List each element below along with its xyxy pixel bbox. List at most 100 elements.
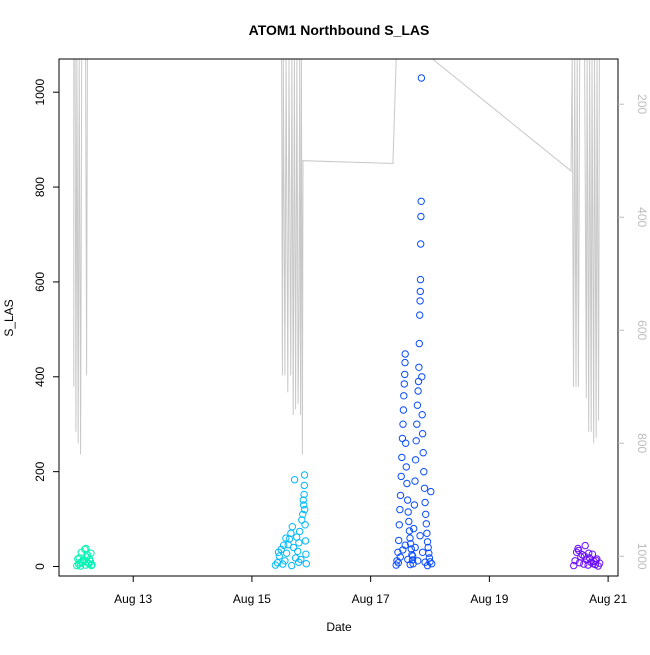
data-point: [408, 556, 417, 564]
data-point: [81, 545, 89, 554]
y-axis-label: S_LAS: [2, 299, 16, 336]
data-point: [400, 392, 408, 400]
data-point: [417, 240, 425, 248]
data-point: [275, 552, 283, 560]
data-point: [592, 556, 600, 564]
data-point: [84, 551, 92, 559]
data-point: [86, 557, 95, 565]
points-layer: [73, 74, 604, 570]
y2-tick-label: 200: [635, 94, 649, 114]
data-point: [405, 527, 414, 535]
data-point: [420, 468, 428, 476]
y-tick-label: 1000: [33, 79, 47, 106]
data-point: [282, 549, 291, 557]
data-point: [417, 212, 425, 221]
data-point: [574, 546, 583, 555]
data-point: [416, 311, 424, 319]
data-point: [280, 541, 288, 549]
x-tick-label: Aug 13: [114, 592, 152, 606]
data-point: [82, 544, 90, 553]
data-point: [416, 532, 424, 540]
data-point: [420, 484, 429, 492]
data-point: [400, 380, 408, 388]
data-point: [423, 538, 432, 546]
y2-tick-label: 1000: [635, 543, 649, 570]
y-tick-label: 0: [33, 563, 47, 570]
data-point: [294, 547, 302, 555]
data-point: [415, 363, 423, 371]
data-point: [409, 552, 417, 560]
data-point: [422, 520, 430, 528]
data-point: [424, 543, 432, 552]
data-point: [401, 358, 409, 367]
data-point: [417, 74, 426, 82]
data-point: [416, 287, 424, 296]
data-point: [416, 297, 424, 305]
data-point: [401, 350, 409, 358]
data-point: [414, 387, 422, 395]
data-point: [301, 537, 310, 545]
data-point: [418, 430, 427, 438]
y2-tick-label: 400: [635, 207, 649, 227]
point-cluster-4: [570, 541, 604, 570]
data-point: [407, 545, 415, 553]
data-point: [404, 508, 412, 516]
data-point: [406, 540, 415, 548]
data-point: [74, 555, 82, 563]
data-point: [426, 558, 434, 566]
data-point: [570, 561, 578, 570]
data-point: [411, 477, 419, 485]
data-point: [301, 521, 309, 529]
data-point: [588, 550, 597, 558]
data-point: [76, 559, 84, 567]
data-point: [296, 527, 304, 536]
data-point: [399, 420, 407, 428]
data-point: [287, 529, 295, 537]
data-point: [418, 373, 426, 381]
point-cluster-1: [73, 544, 96, 570]
data-point: [410, 524, 418, 533]
data-point: [392, 561, 400, 569]
data-point: [289, 543, 298, 552]
y2-tick-label: 800: [635, 433, 649, 453]
data-point: [397, 472, 405, 481]
data-point: [415, 339, 423, 348]
data-point: [396, 491, 405, 500]
data-point: [406, 534, 414, 542]
data-point: [401, 370, 409, 379]
data-point: [423, 561, 432, 570]
y-tick-label: 600: [33, 272, 47, 292]
data-point: [571, 557, 579, 565]
data-point: [87, 561, 96, 570]
data-point: [417, 197, 425, 206]
x-tick-label: Aug 19: [470, 592, 508, 606]
data-point: [288, 523, 296, 531]
data-point: [288, 561, 296, 570]
data-point: [396, 505, 404, 514]
data-point: [428, 560, 436, 568]
data-point: [295, 539, 303, 547]
data-point: [414, 377, 423, 386]
y2-tick-label: 600: [635, 320, 649, 340]
data-point: [412, 437, 420, 445]
data-point: [290, 476, 299, 484]
x-tick-label: Aug 21: [589, 592, 627, 606]
data-point: [422, 510, 430, 518]
point-cluster-3: [392, 74, 436, 570]
line-series-layer: [73, 58, 600, 455]
data-point: [399, 406, 408, 414]
y-tick-label: 200: [33, 461, 47, 481]
data-point: [299, 510, 307, 518]
chart-title: ATOM1 Northbound S_LAS: [249, 22, 430, 38]
data-point: [300, 490, 308, 499]
data-point: [402, 439, 410, 447]
point-cluster-2: [271, 471, 310, 570]
data-point: [427, 487, 435, 496]
data-point: [418, 548, 427, 556]
data-point: [395, 536, 403, 545]
data-point: [413, 420, 421, 428]
y-tick-label: 800: [33, 177, 47, 197]
line-series: [73, 58, 600, 455]
plot-frame: [58, 58, 619, 577]
